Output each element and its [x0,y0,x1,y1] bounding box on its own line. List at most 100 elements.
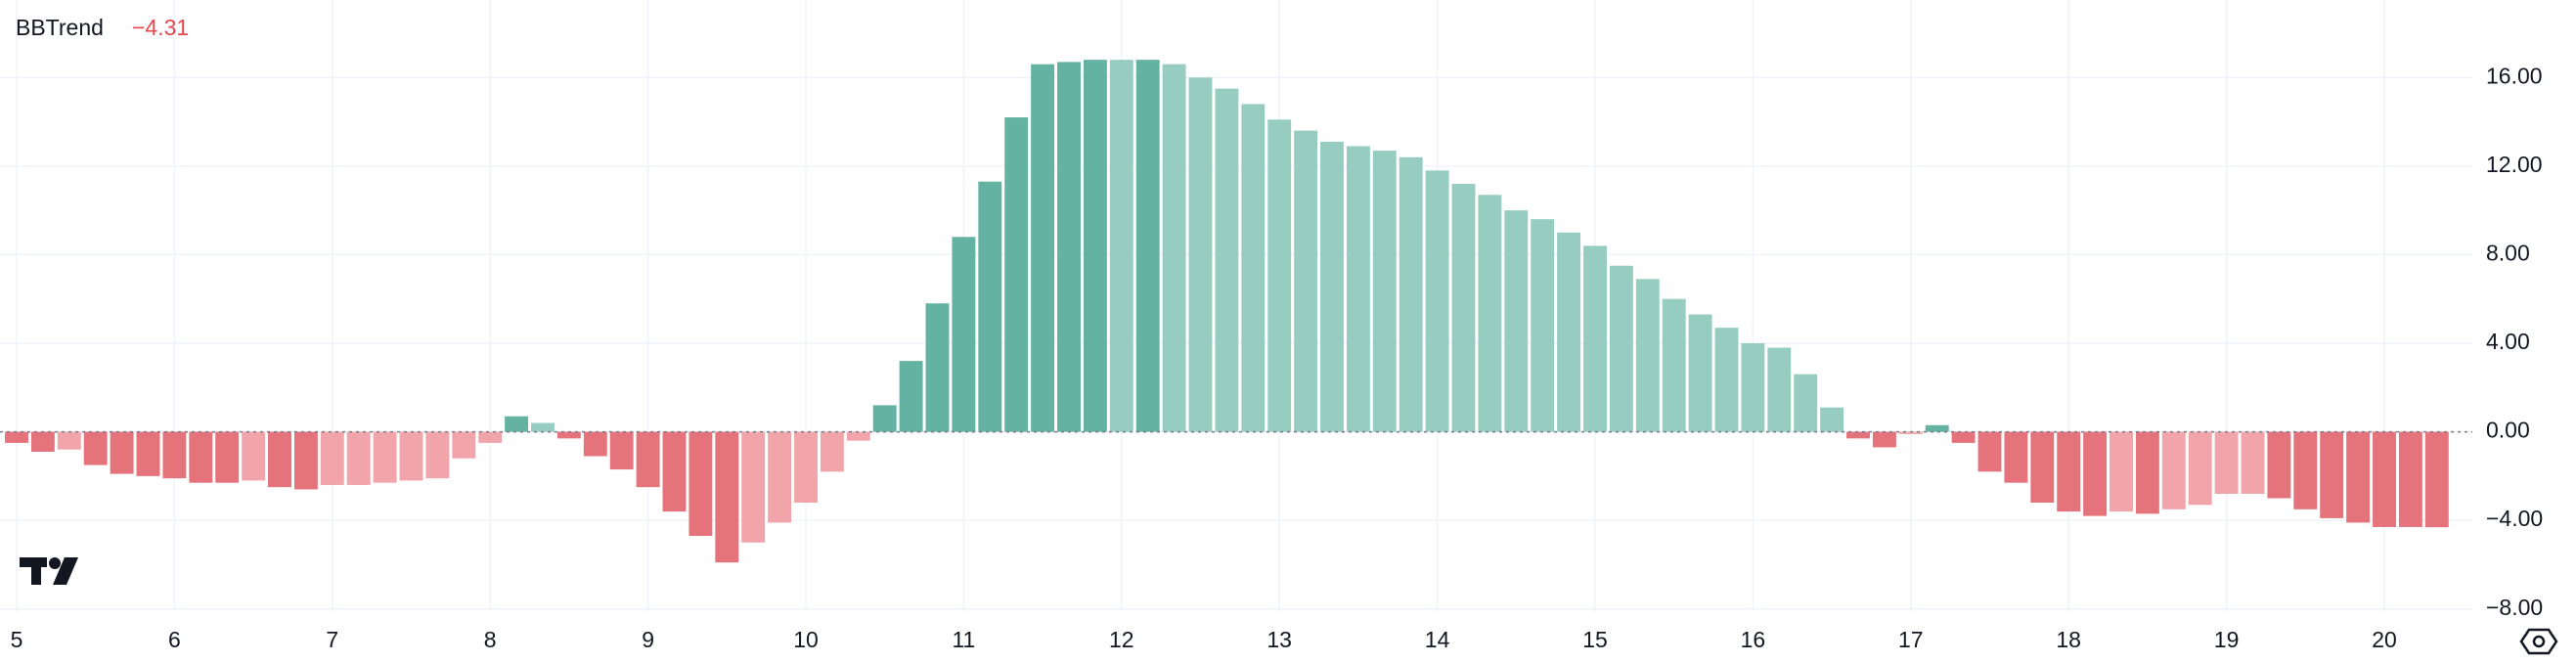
bar [2320,431,2344,518]
bar [741,431,766,543]
y-tick-label: 8.00 [2486,240,2530,265]
bar [1215,88,1239,432]
x-tick-label: 8 [484,627,497,652]
bar [215,431,240,483]
bar [1188,77,1213,432]
bar [1241,104,1266,432]
bar [30,431,55,452]
settings-icon[interactable] [2519,628,2558,655]
bar [1820,407,1844,432]
y-tick-label: 0.00 [2486,418,2530,443]
y-tick-label: −8.00 [2486,595,2543,620]
x-tick-label: 10 [793,627,819,652]
bar [1846,431,1870,439]
y-tick-label: −4.00 [2486,506,2543,531]
bar [1767,347,1792,432]
bar [662,431,687,512]
bar [1057,62,1081,432]
bar [1951,431,1976,443]
bar [978,181,1002,432]
bar [820,431,844,472]
bar [846,431,870,441]
bar [136,431,160,476]
bar [1741,342,1765,432]
x-tick-label: 14 [1425,627,1450,652]
bar [1714,328,1739,432]
bar [1583,245,1607,432]
y-tick-label: 16.00 [2486,63,2543,88]
bar [2083,431,2108,516]
bar [899,361,923,432]
bar [2004,431,2028,483]
x-tick-label: 20 [2372,627,2397,652]
bar [505,416,529,432]
bar [2373,431,2396,527]
bar [1925,424,1949,432]
bar [2135,431,2159,514]
bar [346,431,371,485]
x-tick-label: 19 [2214,627,2240,652]
x-tick-label: 12 [1109,627,1134,652]
x-tick-label: 5 [11,627,23,652]
bar [425,431,450,479]
indicator-value: −4.31 [132,15,189,40]
bar [1977,431,2002,472]
bar [715,431,739,563]
bar [1162,64,1186,432]
bar [268,431,291,488]
bar [1609,265,1633,432]
x-tick-label: 9 [642,627,654,652]
bar [1531,219,1555,432]
bar [1662,298,1686,432]
x-tick-label: 18 [2056,627,2081,652]
bar [320,431,344,485]
x-tick-label: 7 [326,627,338,652]
y-tick-label: 12.00 [2486,152,2543,177]
bar [1083,60,1107,432]
bar [1294,130,1318,432]
bar [2267,431,2291,499]
bar [2161,431,2186,509]
x-tick-label: 13 [1266,627,1292,652]
bar [2110,431,2133,512]
bar [1031,64,1055,432]
bar [242,431,266,481]
bar [1004,117,1029,432]
bar [1635,279,1660,432]
bar [925,303,950,432]
bar [452,431,476,459]
bar [768,431,792,523]
bar [2214,431,2239,494]
bar [1267,119,1292,432]
bar [1898,431,1923,434]
bar [57,431,81,450]
bar [399,431,423,481]
bar [2057,431,2081,512]
bar [872,405,897,432]
bar [1346,146,1370,432]
bar [2398,431,2422,527]
bar [1372,150,1397,432]
bar [531,422,555,432]
bar [2346,431,2371,523]
bar [1794,374,1818,432]
bar [1109,60,1133,432]
x-tick-label: 16 [1741,627,1766,652]
bar [1688,314,1712,432]
bar [1135,60,1160,432]
bar [2030,431,2055,504]
bar [1557,232,1581,432]
bar [1872,431,1896,448]
x-tick-label: 17 [1898,627,1924,652]
indicator-name: BBTrend [16,15,104,40]
bar [583,431,607,457]
tv-logo [20,557,78,585]
bar [2241,431,2265,494]
x-tick-label: 11 [952,627,975,652]
bar [1504,210,1529,432]
bars [5,60,2449,563]
bar [110,431,134,474]
bar [1320,141,1344,432]
